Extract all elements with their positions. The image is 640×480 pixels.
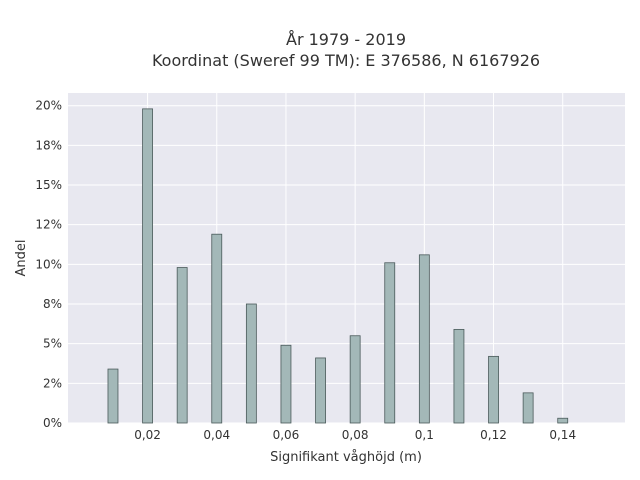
y-tick-label: 2% [43, 376, 62, 390]
histogram-bar [142, 108, 153, 424]
chart-subtitle: Koordinat (Sweref 99 TM): E 376586, N 61… [152, 51, 540, 70]
bars [107, 108, 569, 424]
y-tick-label: 18% [35, 138, 62, 152]
x-axis-label: Signifikant våghöjd (m) [270, 450, 422, 465]
histogram-bar [245, 303, 257, 424]
y-tick-label: 10% [35, 257, 62, 271]
y-tick-label: 20% [35, 99, 62, 113]
histogram-bar [557, 417, 569, 424]
histogram-bar [211, 233, 223, 424]
x-tick-label: 0,1 [415, 428, 434, 442]
y-tick-label: 5% [43, 337, 62, 351]
y-tick-label: 0% [43, 416, 62, 430]
x-tick-label: 0,04 [203, 428, 230, 442]
grid [68, 93, 625, 424]
x-tick-label: 0,06 [273, 428, 300, 442]
y-tick-label: 8% [43, 297, 62, 311]
histogram-bar [280, 344, 292, 424]
y-tick-label: 12% [35, 218, 62, 232]
y-tick-label: 15% [35, 178, 62, 192]
histogram-bar [107, 368, 119, 424]
histogram-bar [453, 328, 465, 424]
x-tick-label: 0,12 [480, 428, 507, 442]
histogram-bar [384, 262, 396, 424]
chart-title: År 1979 - 2019 [286, 30, 406, 49]
histogram-bar [349, 335, 361, 424]
x-tick-label: 0,02 [134, 428, 161, 442]
histogram-bar [315, 357, 326, 424]
histogram-bar [418, 254, 430, 424]
plot-area [68, 93, 625, 423]
histogram-bar [176, 267, 188, 424]
x-tick-label: 0,14 [549, 428, 576, 442]
histogram-bar [488, 355, 499, 424]
y-axis-label: Andel [14, 240, 29, 277]
x-tick-label: 0,08 [342, 428, 369, 442]
tick-labels: 0,02 0,04 0,06 0,08 0,1 0,12 0,14 0% 2% 5% 8% 10% 12… [35, 99, 576, 442]
histogram-bar [522, 392, 534, 424]
